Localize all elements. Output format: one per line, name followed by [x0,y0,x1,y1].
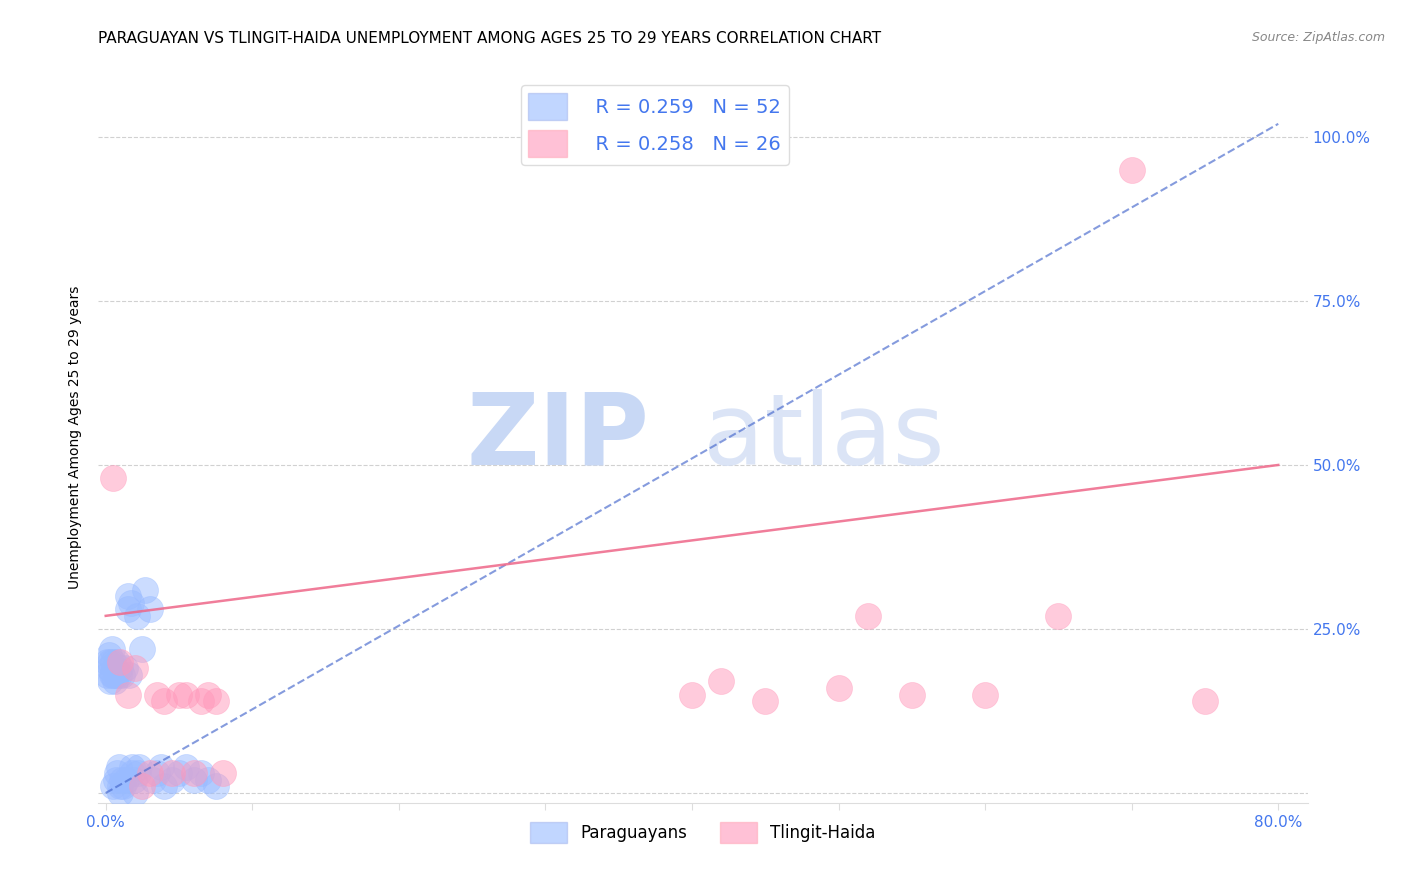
Point [190,766,212,780]
Point [160,766,183,780]
Point [110,786,132,800]
Point [124,661,146,675]
Point [115,772,138,787]
Point [125,608,148,623]
Point [110,655,132,669]
Point [98,655,121,669]
Text: PARAGUAYAN VS TLINGIT-HAIDA UNEMPLOYMENT AMONG AGES 25 TO 29 YEARS CORRELATION C: PARAGUAYAN VS TLINGIT-HAIDA UNEMPLOYMENT… [98,31,882,46]
Point [212,766,235,780]
Point [146,688,169,702]
Point [110,661,132,675]
Point [1194,694,1216,708]
Point [204,780,226,794]
Point [97,648,120,663]
Text: ZIP: ZIP [467,389,650,485]
Point [127,766,149,780]
Point [103,661,125,675]
Point [107,655,129,669]
Point [122,772,145,787]
Point [131,641,153,656]
Point [117,688,139,702]
Point [681,688,703,702]
Point [827,681,849,695]
Point [97,661,120,675]
Y-axis label: Unemployment Among Ages 25 to 29 years: Unemployment Among Ages 25 to 29 years [69,285,83,589]
Point [153,780,176,794]
Point [100,668,122,682]
Point [142,772,165,787]
Point [107,766,129,780]
Point [101,668,124,682]
Point [96,668,118,682]
Point [197,772,219,787]
Point [124,786,146,800]
Point [101,471,124,485]
Point [118,668,141,682]
Point [110,780,132,794]
Point [120,596,142,610]
Point [111,668,134,682]
Point [146,766,169,780]
Point [103,674,125,689]
Point [131,780,153,794]
Point [204,694,226,708]
Point [101,655,124,669]
Point [128,760,150,774]
Point [138,602,160,616]
Point [134,582,156,597]
Point [105,668,128,682]
Point [176,688,198,702]
Point [138,766,160,780]
Point [121,766,143,780]
Point [105,772,128,787]
Point [190,694,212,708]
Point [98,674,121,689]
Point [96,655,118,669]
Point [111,772,134,787]
Point [150,760,173,774]
Point [121,760,143,774]
Point [108,668,131,682]
Point [167,766,190,780]
Point [114,661,136,675]
Point [1047,608,1070,623]
Point [167,688,190,702]
Point [856,608,879,623]
Text: atlas: atlas [703,389,945,485]
Point [176,760,198,774]
Legend: Paraguayans, Tlingit-Haida: Paraguayans, Tlingit-Haida [523,815,883,849]
Point [754,694,776,708]
Point [100,641,122,656]
Point [153,694,176,708]
Point [160,772,183,787]
Point [183,766,205,780]
Point [197,688,219,702]
Point [117,602,139,616]
Point [901,688,924,702]
Point [974,688,997,702]
Text: Source: ZipAtlas.com: Source: ZipAtlas.com [1251,31,1385,45]
Point [117,589,139,603]
Point [710,674,733,689]
Point [1121,162,1143,177]
Point [183,772,205,787]
Point [101,780,124,794]
Point [108,760,131,774]
Point [112,780,135,794]
